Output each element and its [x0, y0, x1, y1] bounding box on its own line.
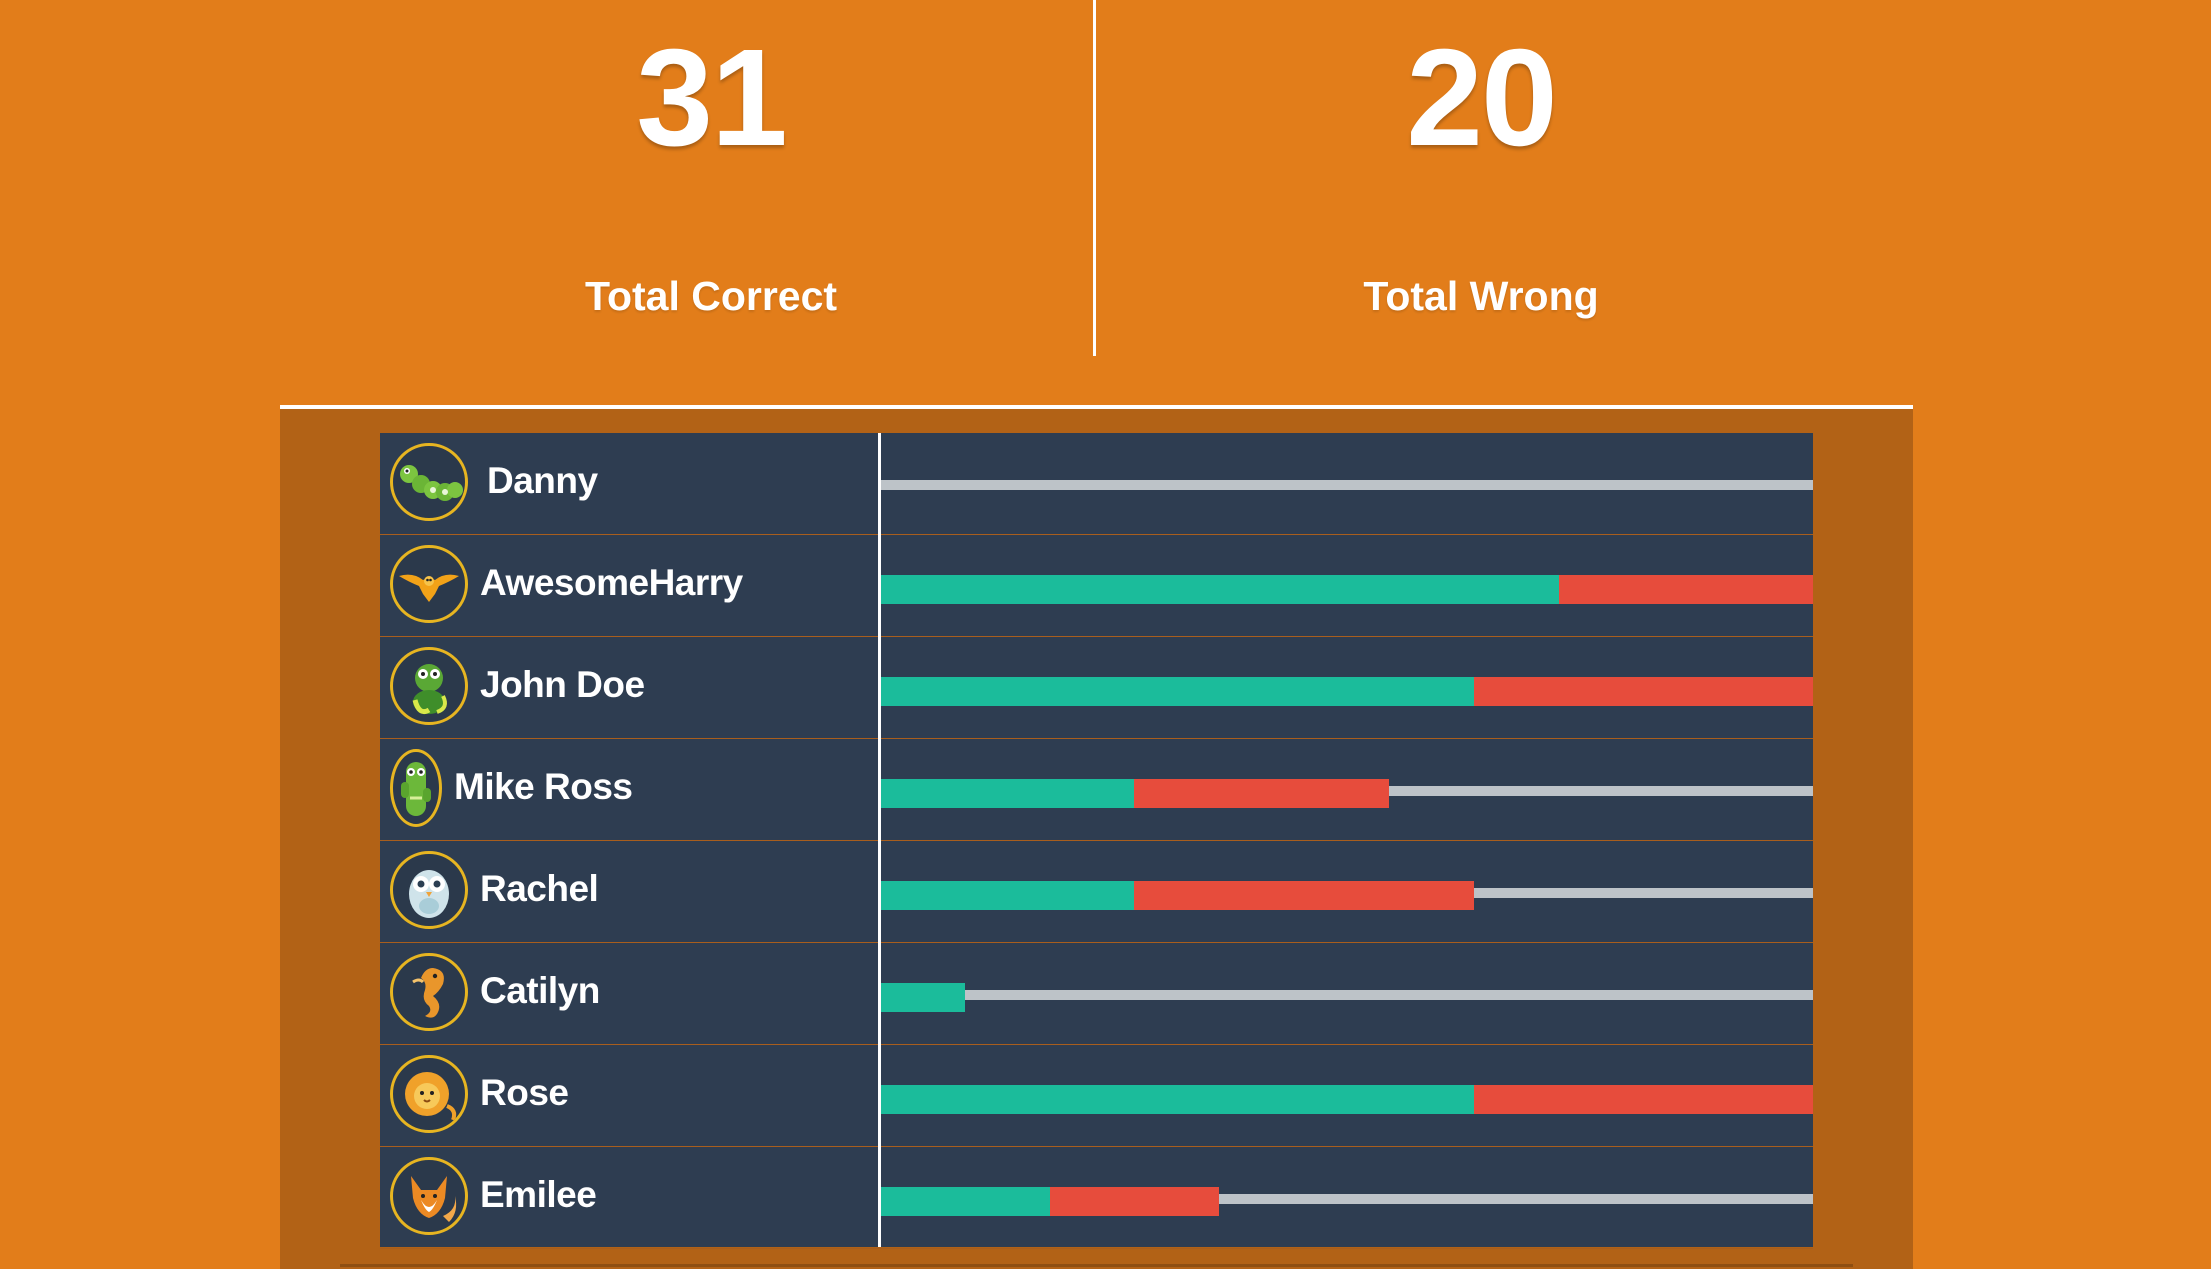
progress-bar [880, 433, 1813, 534]
leaderboard: Danny AwesomeHarry John Doe Mike Ross Rachel… [380, 433, 1813, 1249]
leaderboard-row[interactable]: John Doe [380, 637, 1813, 739]
player-name: John Doe [480, 664, 645, 705]
wrong-segment [1050, 1187, 1219, 1216]
seahorse-icon [390, 953, 468, 1031]
player-cell: Catilyn [380, 943, 879, 1044]
player-cell: Emilee [380, 1147, 879, 1248]
player-cell: Mike Ross [380, 739, 879, 840]
column-divider [878, 433, 881, 1247]
player-cell: AwesomeHarry [380, 535, 879, 636]
progress-bar [880, 1147, 1813, 1248]
progress-bar [880, 535, 1813, 636]
remaining-track [880, 990, 1813, 1000]
monster-icon [390, 647, 468, 725]
player-name: Rachel [480, 868, 599, 909]
total-correct-stat: 31 Total Correct [361, 0, 1061, 320]
correct-segment [880, 779, 1134, 808]
leaderboard-row[interactable]: Rose [380, 1045, 1813, 1147]
leaderboard-row[interactable]: Emilee [380, 1147, 1813, 1249]
correct-segment [880, 983, 965, 1012]
leaderboard-row[interactable]: AwesomeHarry [380, 535, 1813, 637]
player-name: Rose [480, 1072, 569, 1113]
leaderboard-row[interactable]: Catilyn [380, 943, 1813, 1045]
progress-bar [880, 943, 1813, 1044]
panel-top-rule [280, 405, 1913, 409]
correct-segment [880, 1187, 1050, 1216]
wrong-segment [1559, 575, 1813, 604]
wrong-segment [1134, 881, 1474, 910]
correct-segment [880, 881, 1134, 910]
total-wrong-label: Total Wrong [1363, 273, 1599, 319]
leaderboard-row[interactable]: Rachel [380, 841, 1813, 943]
player-name: AwesomeHarry [480, 562, 743, 603]
progress-bar [880, 637, 1813, 738]
remaining-track [880, 1194, 1813, 1204]
progress-bar [880, 841, 1813, 942]
panel-bottom-line [340, 1264, 1853, 1267]
cactus-icon [390, 749, 442, 827]
leaderboard-row[interactable]: Danny [380, 433, 1813, 535]
lion-icon [390, 1055, 468, 1133]
owl-icon [390, 851, 468, 929]
player-name: Mike Ross [454, 766, 633, 807]
player-name: Emilee [480, 1174, 597, 1215]
correct-segment [880, 677, 1474, 706]
total-wrong-stat: 20 Total Wrong [1131, 0, 1831, 320]
total-correct-value: 31 [636, 21, 788, 175]
correct-segment [880, 1085, 1474, 1114]
player-cell: Rachel [380, 841, 879, 942]
bird-icon [390, 545, 468, 623]
wrong-segment [1134, 779, 1389, 808]
player-cell: Danny [380, 433, 879, 534]
score-summary: 31 Total Correct 20 Total Wrong [0, 0, 2211, 360]
correct-segment [880, 575, 1559, 604]
wrong-segment [1474, 1085, 1813, 1114]
stats-divider [1093, 0, 1096, 356]
player-cell: Rose [380, 1045, 879, 1146]
progress-bar [880, 739, 1813, 840]
total-correct-label: Total Correct [584, 273, 838, 319]
player-cell: John Doe [380, 637, 879, 738]
wrong-segment [1474, 677, 1813, 706]
total-wrong-value: 20 [1406, 21, 1558, 175]
player-name: Danny [487, 460, 598, 501]
leaderboard-row[interactable]: Mike Ross [380, 739, 1813, 841]
caterpillar-icon [390, 443, 468, 521]
fox-icon [390, 1157, 468, 1235]
player-name: Catilyn [480, 970, 600, 1011]
remaining-track [880, 480, 1813, 490]
leaderboard-panel: Danny AwesomeHarry John Doe Mike Ross Rachel… [280, 409, 1913, 1269]
progress-bar [880, 1045, 1813, 1146]
